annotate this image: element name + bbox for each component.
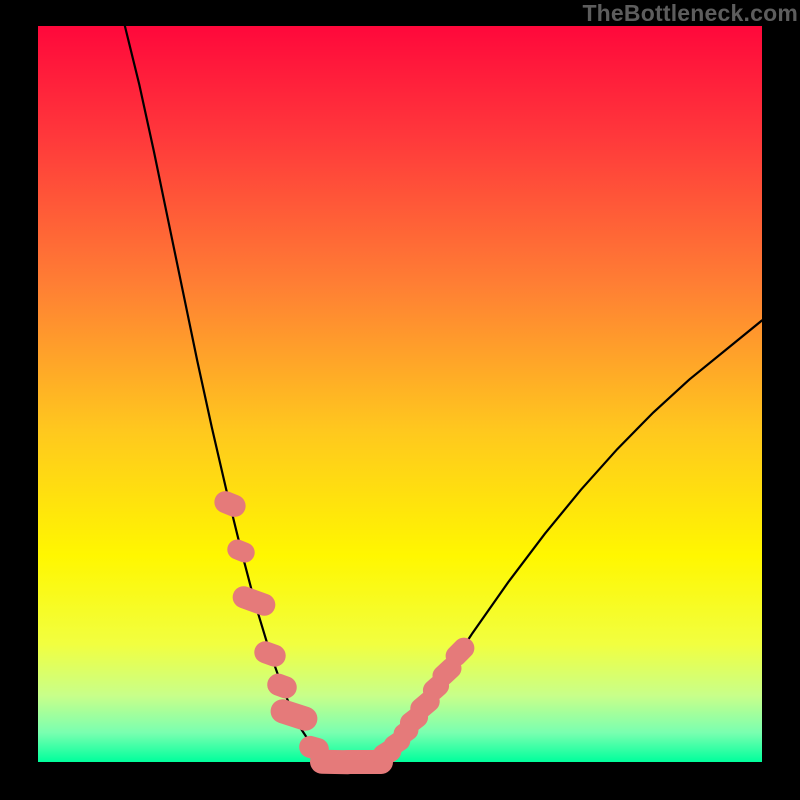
marker-layer [38, 26, 762, 762]
data-marker [268, 696, 321, 734]
data-marker [225, 537, 258, 566]
data-marker [252, 638, 290, 670]
watermark-text: TheBottleneck.com [582, 0, 798, 27]
data-marker [230, 583, 279, 619]
plot-area [38, 26, 762, 762]
canvas: { "watermark": { "text": "TheBottleneck.… [0, 0, 800, 800]
data-marker [264, 671, 300, 702]
data-marker [211, 488, 249, 520]
